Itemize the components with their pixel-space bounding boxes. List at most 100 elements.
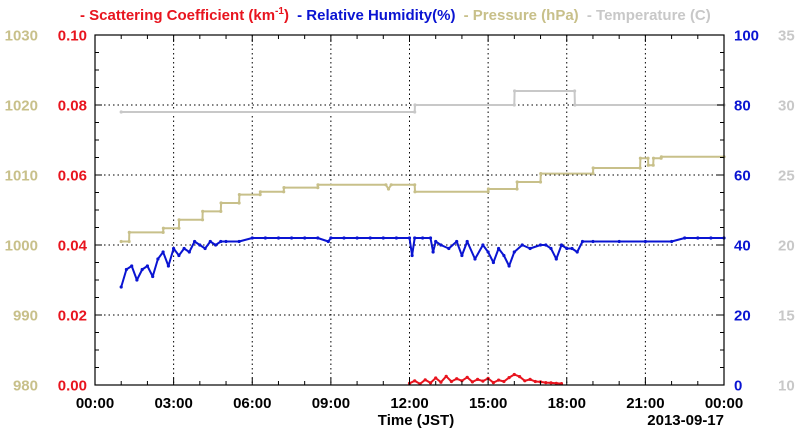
- data-point-temperature: [513, 89, 517, 93]
- date-label: 2013-09-17: [647, 412, 724, 429]
- data-point-humidity: [145, 264, 149, 268]
- data-point-humidity: [565, 246, 569, 251]
- data-point-humidity: [130, 264, 134, 268]
- data-point-humidity: [643, 239, 648, 244]
- data-point-humidity: [502, 253, 506, 258]
- data-point-humidity: [570, 246, 574, 251]
- data-point-humidity: [434, 239, 438, 244]
- data-point-pressure: [486, 190, 490, 194]
- data-point-humidity: [431, 250, 435, 254]
- data-point-humidity: [276, 236, 281, 240]
- data-point-pressure: [127, 239, 131, 244]
- scattering-axis-tick-label: 0.02: [58, 308, 87, 325]
- data-point-scattering: [528, 377, 532, 381]
- data-point-humidity: [455, 239, 459, 244]
- x-tick-label: 06:00: [233, 395, 271, 412]
- data-point-pressure: [515, 180, 519, 184]
- data-point-pressure: [651, 163, 655, 167]
- x-tick-label: 09:00: [312, 395, 350, 412]
- data-point-pressure: [316, 183, 320, 187]
- data-point-scattering: [518, 375, 522, 379]
- data-point-humidity: [224, 239, 228, 244]
- pressure-axis-tick-label: 990: [13, 308, 38, 325]
- data-point-temperature: [413, 103, 417, 107]
- temperature-axis-tick-label: 10: [778, 378, 795, 395]
- data-point-humidity: [326, 239, 330, 244]
- x-tick-label: 18:00: [548, 395, 586, 412]
- data-point-humidity: [193, 239, 197, 244]
- data-point-pressure: [659, 155, 664, 159]
- data-point-pressure: [200, 218, 205, 222]
- data-point-pressure: [161, 226, 165, 230]
- temperature-axis-tick-label: 35: [778, 28, 795, 45]
- data-point-pressure: [651, 156, 656, 160]
- data-point-pressure: [219, 201, 223, 205]
- data-point-scattering: [491, 381, 495, 385]
- data-point-pressure: [646, 156, 650, 160]
- data-point-humidity: [368, 236, 372, 240]
- data-point-pressure: [591, 166, 595, 170]
- data-point-humidity: [329, 236, 333, 240]
- x-tick-label: 03:00: [154, 395, 192, 412]
- data-point-scattering: [497, 378, 501, 382]
- temperature-axis-tick-label: 30: [778, 98, 795, 115]
- data-point-scattering: [428, 381, 433, 385]
- data-point-humidity: [683, 236, 687, 240]
- data-point-humidity: [119, 285, 123, 289]
- data-point-pressure: [638, 166, 642, 170]
- data-point-pressure: [177, 226, 181, 230]
- scattering-axis-tick-label: 0.06: [58, 168, 87, 185]
- data-point-temperature: [119, 110, 123, 114]
- data-point-humidity: [559, 243, 564, 247]
- data-point-pressure: [258, 190, 262, 194]
- data-point-humidity: [580, 239, 585, 244]
- data-point-pressure: [127, 230, 131, 234]
- humidity-axis-tick-label: 0: [734, 378, 742, 395]
- data-point-pressure: [237, 193, 241, 197]
- pressure-axis-tick-label: 980: [13, 378, 38, 395]
- data-point-humidity: [497, 246, 501, 251]
- data-point-pressure: [282, 190, 286, 194]
- data-point-scattering: [465, 375, 469, 379]
- temperature-axis-tick-label: 15: [778, 308, 795, 325]
- data-point-scattering: [533, 379, 537, 384]
- data-point-humidity: [481, 243, 485, 247]
- pressure-axis-tick-label: 1000: [5, 238, 38, 255]
- data-point-scattering: [444, 374, 448, 378]
- legend-temperature: - Temperature (C): [587, 7, 711, 24]
- data-point-humidity: [421, 236, 425, 240]
- legend-scattering-sup: -1: [275, 6, 284, 17]
- data-point-humidity: [491, 260, 495, 265]
- humidity-axis-tick-label: 60: [734, 168, 751, 185]
- data-point-humidity: [413, 236, 417, 240]
- series-layer: [119, 89, 726, 386]
- data-point-pressure: [177, 218, 181, 222]
- data-point-humidity: [512, 250, 516, 254]
- data-point-pressure: [201, 209, 205, 213]
- x-axis-label: Time (JST): [378, 412, 454, 429]
- data-point-humidity: [670, 239, 674, 244]
- data-point-scattering: [439, 380, 443, 384]
- data-point-pressure: [389, 183, 393, 187]
- data-point-pressure: [258, 193, 262, 197]
- data-point-humidity: [172, 246, 176, 251]
- data-point-scattering: [460, 379, 464, 383]
- data-point-humidity: [182, 246, 186, 251]
- data-point-humidity: [208, 239, 212, 244]
- data-point-temperature: [573, 103, 577, 107]
- x-tick-label: 15:00: [469, 395, 507, 412]
- humidity-axis-tick-label: 20: [734, 308, 751, 325]
- data-point-pressure: [237, 201, 241, 205]
- data-point-pressure: [486, 187, 490, 191]
- temperature-axis-tick-label: 25: [778, 168, 795, 185]
- data-point-humidity: [544, 243, 548, 247]
- data-point-pressure: [413, 183, 417, 187]
- data-point-humidity: [198, 243, 202, 247]
- data-point-pressure: [539, 172, 543, 176]
- data-point-humidity: [187, 250, 191, 254]
- data-point-scattering: [481, 379, 485, 383]
- data-point-scattering: [549, 381, 553, 385]
- data-point-humidity: [465, 239, 469, 244]
- pressure-axis-tick-label: 1010: [5, 168, 38, 185]
